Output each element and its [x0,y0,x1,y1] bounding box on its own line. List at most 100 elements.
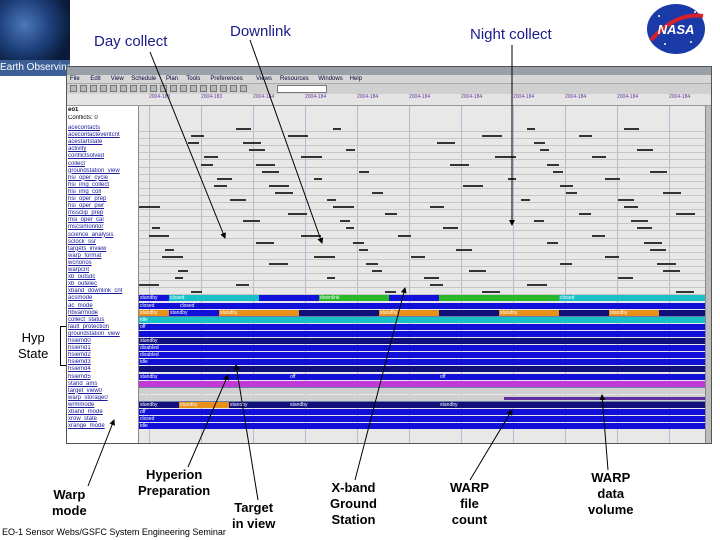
toolbar-button[interactable] [200,85,207,92]
activity-event[interactable] [618,277,633,280]
menu-item-plan[interactable]: Plan [166,76,179,82]
activity-event[interactable] [301,234,321,237]
activity-event[interactable] [288,213,307,216]
activity-event[interactable] [262,170,279,173]
activity-event[interactable] [463,184,483,187]
activity-event[interactable] [385,291,396,294]
state-timeline-band[interactable]: standby standby standby standby standby [139,401,711,408]
toolbar-button[interactable] [210,85,217,92]
activity-event[interactable] [560,184,573,187]
activity-event[interactable] [637,149,653,152]
activity-event[interactable] [579,135,592,138]
resource-label[interactable]: acsmode [68,295,93,302]
menu-item-view[interactable]: View [110,76,124,82]
menu-item-schedule[interactable]: Schedule [131,76,157,82]
state-segment[interactable]: standby [289,401,439,408]
activity-event[interactable] [469,270,486,272]
state-segment[interactable] [139,394,711,401]
activity-event[interactable] [191,291,202,294]
activity-event[interactable] [366,262,378,265]
window-titlebar[interactable] [67,67,711,75]
state-segment[interactable]: closed [559,295,711,302]
activity-event[interactable] [637,227,652,230]
activity-event[interactable] [385,213,397,216]
activity-event[interactable] [230,199,246,201]
activity-event[interactable] [663,191,681,194]
activity-event[interactable] [139,284,159,287]
activity-event[interactable] [256,163,275,166]
activity-event[interactable] [191,135,204,138]
resource-label[interactable]: targets_inview [68,245,107,252]
resource-label[interactable]: conflictsolved [68,153,105,160]
resource-label[interactable]: fault_protection [68,323,110,330]
activity-event[interactable] [217,177,232,180]
state-segment[interactable]: standby [609,309,659,316]
timeline-plot[interactable]: standby closed downlink closed closed closed s… [139,106,711,443]
activity-event[interactable] [327,199,336,201]
resource-label[interactable]: ac_mode [68,302,93,309]
activity-event[interactable] [178,270,188,272]
resource-label[interactable]: acecontacts [68,125,101,131]
state-timeline-band[interactable] [139,394,711,401]
activity-event[interactable] [204,156,218,159]
activity-event[interactable] [162,255,183,258]
menu-item-windows[interactable]: Windows [318,76,343,82]
activity-event[interactable] [618,199,634,201]
activity-event[interactable] [534,142,545,145]
state-segment[interactable] [139,387,711,394]
state-segment[interactable]: closed [139,302,179,309]
state-segment[interactable] [139,330,711,337]
activity-event[interactable] [314,255,335,258]
activity-event[interactable] [411,255,425,258]
activity-event[interactable] [521,199,530,201]
state-segment[interactable]: standby [139,338,711,345]
activity-event[interactable] [547,163,559,166]
menu-item-help[interactable]: Help [349,76,362,82]
resource-label[interactable]: collect [68,160,86,167]
resource-label[interactable]: hsiemd2 [68,352,91,359]
resource-label[interactable]: xb_outelec [68,281,98,288]
resource-label[interactable]: warp_format [68,252,102,259]
state-segment[interactable]: closed [179,302,711,309]
activity-event[interactable] [275,191,293,194]
resource-label[interactable]: msi_oper_cal [68,217,104,224]
state-timeline-band[interactable]: standby [139,338,711,345]
state-timeline-band[interactable] [139,330,711,337]
activity-event[interactable] [482,291,500,294]
toolbar-button[interactable] [240,85,247,92]
resource-label[interactable]: hbvarmode [68,309,99,316]
activity-event[interactable] [188,142,199,145]
resource-label[interactable]: hsi_img_collect [68,181,110,188]
activity-event[interactable] [152,227,160,230]
activity-event[interactable] [553,170,563,173]
activity-event[interactable] [288,135,308,138]
activity-event[interactable] [398,234,411,237]
activity-event[interactable] [340,220,350,223]
activity-event[interactable] [333,128,341,130]
activity-event[interactable] [644,241,662,244]
state-segment[interactable] [439,295,559,302]
resource-label[interactable]: stand_ams [68,380,98,387]
activity-event[interactable] [527,128,535,130]
state-segment[interactable]: standby [439,401,711,408]
activity-event[interactable] [256,241,274,244]
activity-event[interactable] [372,191,383,194]
resource-label[interactable]: hsiemd1 [68,345,91,352]
resource-label[interactable]: warp_storage0 [68,394,108,401]
resource-label[interactable]: activity [68,146,87,153]
activity-event[interactable] [165,248,174,251]
state-timeline-band[interactable]: off [139,323,711,330]
activity-event[interactable] [430,206,444,209]
resource-label[interactable]: xrow_state [68,416,98,423]
state-segment[interactable]: off [139,409,711,416]
state-segment[interactable] [139,380,711,387]
resource-label[interactable]: hsiemd0 [68,338,91,344]
toolbar-button[interactable] [80,85,87,92]
resource-label[interactable]: hsiemd5 [68,373,91,380]
resource-label[interactable]: hsi_oper_prep [68,196,107,202]
activity-event[interactable] [605,177,620,180]
activity-event[interactable] [214,184,227,187]
resource-label[interactable]: mssclip_prep [68,210,104,217]
activity-event[interactable] [443,227,458,230]
menu-item-resources[interactable]: Resources [280,76,309,82]
